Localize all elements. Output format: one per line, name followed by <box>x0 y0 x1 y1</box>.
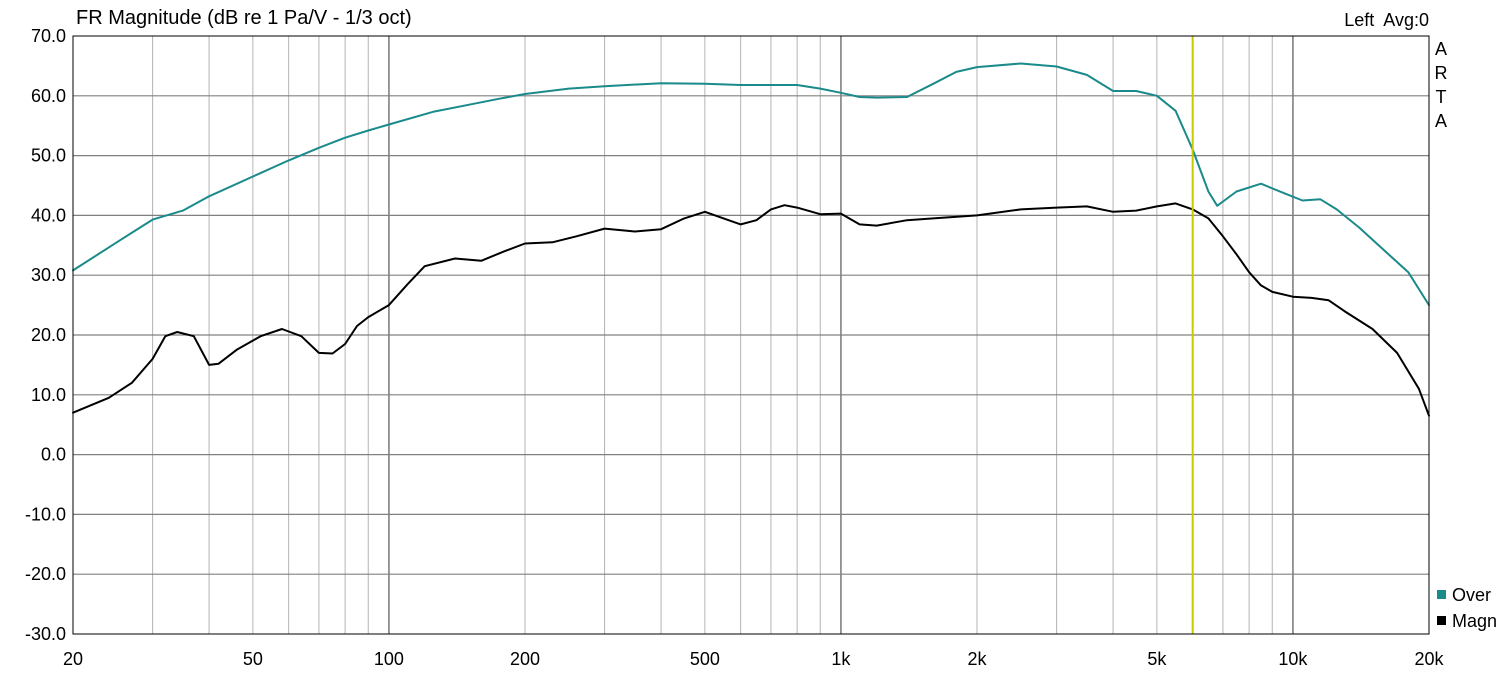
plot-frame <box>72 35 1430 635</box>
y-tick-label: -20.0 <box>25 564 66 584</box>
x-tick-label: 5k <box>1147 649 1167 669</box>
chart-title: FR Magnitude (dB re 1 Pa/V - 1/3 oct) <box>76 7 412 29</box>
y-tick-label: 10.0 <box>31 385 66 405</box>
x-tick-label: 500 <box>690 649 720 669</box>
legend-label-magn: Magn <box>1452 611 1497 631</box>
legend: Over Magn <box>1437 585 1497 631</box>
y-tick-label: 20.0 <box>31 325 66 345</box>
y-tick-label: 30.0 <box>31 265 66 285</box>
watermark-letter: R <box>1435 63 1448 83</box>
y-tick-label: 50.0 <box>31 146 66 166</box>
x-tick-label: 10k <box>1278 649 1308 669</box>
x-tick-label: 100 <box>374 649 404 669</box>
x-axis-tick-labels: 20 50 100 200 500 1k 2k 5k 10k 20k <box>63 649 1445 669</box>
series-layer <box>72 62 1430 417</box>
x-tick-label: 200 <box>510 649 540 669</box>
series-line-magn <box>72 202 1430 417</box>
y-axis-tick-labels: 70.0 60.0 50.0 40.0 30.0 20.0 10.0 0.0 -10.0 -20.… <box>25 26 66 644</box>
watermark-letter: T <box>1436 87 1447 107</box>
y-tick-label: 40.0 <box>31 205 66 225</box>
legend-label-over: Over <box>1452 585 1491 605</box>
x-tick-label: 20 <box>63 649 83 669</box>
watermark-letter: A <box>1435 111 1447 131</box>
x-tick-label: 50 <box>243 649 263 669</box>
x-tick-label: 20k <box>1414 649 1444 669</box>
y-tick-label: -30.0 <box>25 624 66 644</box>
legend-swatch-magn <box>1437 616 1446 625</box>
y-tick-label: 0.0 <box>41 445 66 465</box>
watermark-letter: A <box>1435 39 1447 59</box>
legend-swatch-over <box>1437 590 1446 599</box>
y-tick-label: 60.0 <box>31 86 66 106</box>
y-tick-label: -10.0 <box>25 504 66 524</box>
y-tick-label: 70.0 <box>31 26 66 46</box>
series-line-over <box>72 62 1430 307</box>
x-tick-label: 2k <box>967 649 987 669</box>
channel-label: Left Avg:0 <box>1344 10 1429 30</box>
x-tick-label: 1k <box>831 649 851 669</box>
